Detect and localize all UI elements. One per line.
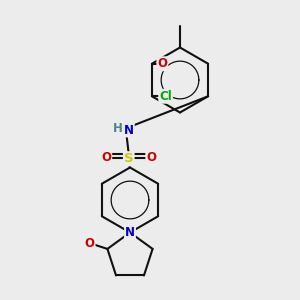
Text: N: N <box>124 124 134 136</box>
Text: O: O <box>146 151 156 164</box>
Text: H: H <box>113 122 123 135</box>
Text: O: O <box>85 237 94 250</box>
Text: O: O <box>101 151 111 164</box>
Text: Cl: Cl <box>159 90 172 103</box>
Text: S: S <box>124 152 134 165</box>
Text: O: O <box>158 57 167 70</box>
Text: N: N <box>125 226 135 239</box>
